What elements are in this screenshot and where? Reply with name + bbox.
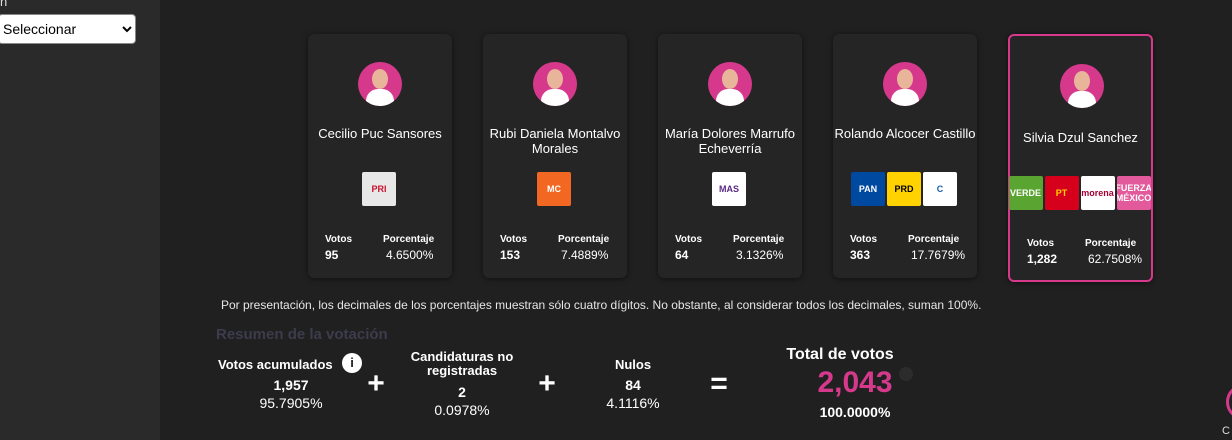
corner-button[interactable] [1226, 384, 1232, 420]
avatar-head [547, 69, 563, 89]
percent-label: Porcentaje [908, 234, 960, 245]
operator: = [710, 367, 728, 400]
summary-label: Candidaturas no registradas [410, 349, 514, 378]
avatar-head [372, 69, 388, 89]
votes-label: Votos [325, 234, 353, 245]
summary-label: Nulos [614, 357, 652, 372]
party-logo: MC [537, 172, 571, 206]
avatar-head [1074, 71, 1090, 91]
summary-label: Votos acumulados [218, 357, 333, 372]
party-logo: morena [1080, 176, 1115, 210]
votes-label: Votos [675, 234, 703, 245]
avatar [533, 62, 577, 106]
candidate-card[interactable]: Silvia Dzul Sanchez VERDE PT morena FUERZA M… [1008, 34, 1153, 282]
candidate-card[interactable]: Cecilio Puc Sansores PRI Votos 95 Porcentaje… [308, 34, 452, 278]
party-logo: MAS [712, 172, 746, 206]
avatar-body [1068, 91, 1096, 108]
sidebar-label: n [0, 0, 8, 9]
avatar-body [541, 89, 569, 106]
summary-votes: 2 [458, 384, 466, 400]
avatar-head [897, 69, 913, 89]
party-name: MC [547, 184, 561, 194]
party-name: FUERZA MÉXICO [1116, 183, 1151, 203]
operator: + [538, 367, 556, 400]
candidate-card[interactable]: Rolando Alcocer Castillo PAN PRD C Votos 363 P… [833, 34, 977, 278]
sidebar: n Seleccionar [0, 0, 160, 440]
party-name: morena [1081, 188, 1114, 198]
percent-label: Porcentaje [558, 234, 610, 245]
votes: 1,282 [1027, 252, 1058, 266]
party-logo: C [923, 172, 957, 206]
percent-label: Porcentaje [383, 234, 435, 245]
party-name: PT [1055, 188, 1068, 198]
party-logo: PRI [362, 172, 396, 206]
votes: 64 [675, 248, 689, 262]
summary-percent: 0.0978% [434, 402, 490, 418]
party-name: PAN [858, 184, 878, 194]
help-dot[interactable] [899, 367, 913, 381]
total-label: Total de votos [786, 346, 894, 363]
summary-percent: 4.1116% [606, 395, 660, 411]
votes-label: Votos [500, 234, 528, 245]
percent-label: Porcentaje [1085, 238, 1137, 249]
summary-votes: 1,957 [273, 377, 309, 393]
percent: 17.7679% [911, 248, 966, 262]
candidate-name: Rubi Daniela Montalvo Morales [489, 126, 621, 156]
candidate-name: Silvia Dzul Sanchez [1023, 130, 1138, 145]
total-percent: 100.0000% [819, 404, 891, 420]
avatar-body [366, 89, 394, 106]
info-icon[interactable]: i [342, 353, 362, 373]
candidate-name: María Dolores Marrufo Echeverría [664, 126, 796, 156]
corner-label: C [1222, 425, 1230, 437]
party-name: PRI [371, 184, 387, 194]
party-logo: PAN [851, 172, 885, 206]
votes: 363 [850, 248, 871, 262]
candidate-card[interactable]: Rubi Daniela Montalvo Morales MC Votos 153 P… [483, 34, 627, 278]
summary-votes: 84 [625, 377, 641, 393]
percent: 4.6500% [386, 248, 434, 262]
votes-label: Votos [850, 234, 878, 245]
percent: 62.7508% [1088, 252, 1143, 266]
summary-title: Resumen de la votación [216, 326, 388, 343]
avatar [708, 62, 752, 106]
avatar [358, 62, 402, 106]
party-name: VERDE [1009, 188, 1041, 198]
party-logo: FUERZA MÉXICO [1116, 176, 1151, 210]
candidate-card[interactable]: María Dolores Marrufo Echeverría MAS Votos… [658, 34, 802, 278]
party-name: PRD [894, 184, 914, 194]
avatar-body [891, 89, 919, 106]
party-logo: PRD [887, 172, 921, 206]
candidate-name: Rolando Alcocer Castillo [834, 126, 976, 141]
party-logo: VERDE [1008, 176, 1043, 210]
percent: 3.1326% [736, 248, 784, 262]
avatar-head [722, 69, 738, 89]
total-votes: 2,043 [817, 366, 893, 399]
note: Por presentación, los decimales de los p… [221, 298, 982, 312]
avatar [1060, 64, 1104, 108]
party-name: C [936, 184, 944, 194]
party-name: MAS [719, 184, 739, 194]
operator: + [367, 367, 385, 400]
percent: 7.4889% [561, 248, 609, 262]
percent-label: Porcentaje [733, 234, 785, 245]
votes: 95 [325, 248, 339, 262]
party-logo: PT [1044, 176, 1079, 210]
avatar-body [716, 89, 744, 106]
candidate-name: Cecilio Puc Sansores [318, 126, 442, 141]
votes: 153 [500, 248, 521, 262]
summary-percent: 95.7905% [259, 395, 323, 411]
dropdown[interactable]: Seleccionar [0, 14, 136, 44]
avatar [883, 62, 927, 106]
votes-label: Votos [1027, 238, 1055, 249]
